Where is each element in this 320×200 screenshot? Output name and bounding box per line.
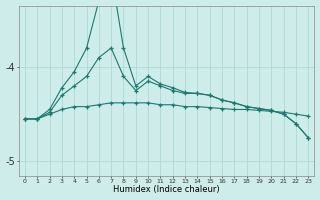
X-axis label: Humidex (Indice chaleur): Humidex (Indice chaleur) <box>113 185 220 194</box>
